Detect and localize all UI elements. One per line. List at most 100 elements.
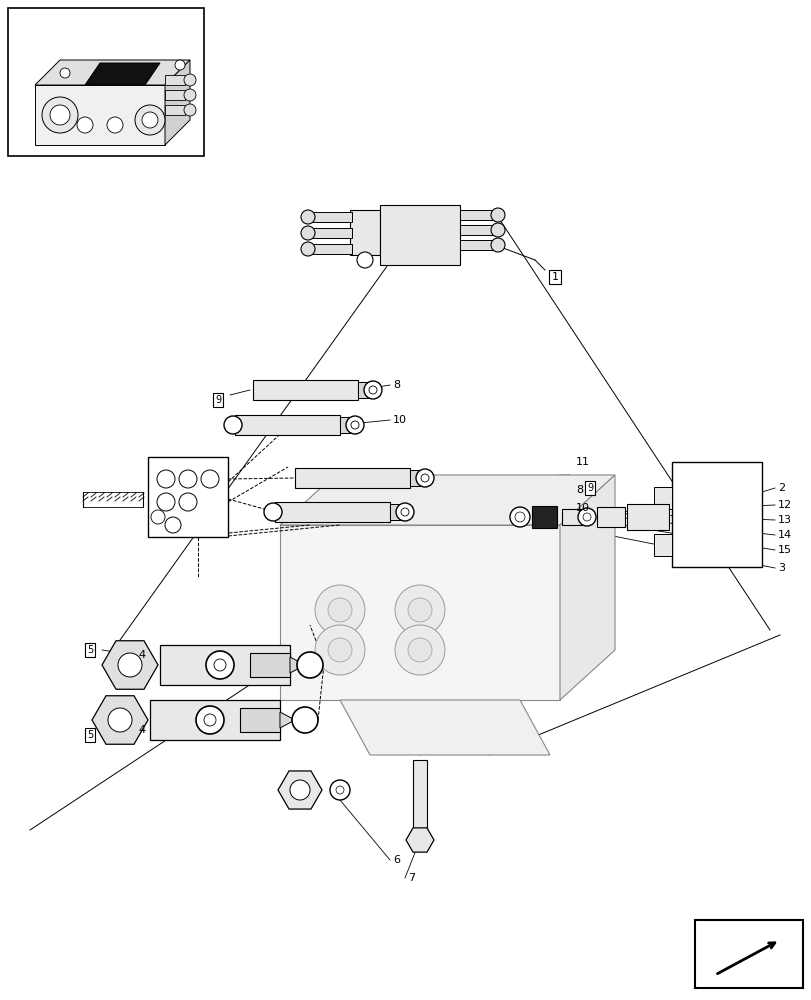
Bar bbox=[165, 75, 185, 85]
Circle shape bbox=[297, 652, 323, 678]
Text: 5: 5 bbox=[87, 730, 93, 740]
Circle shape bbox=[315, 585, 365, 635]
Circle shape bbox=[407, 638, 431, 662]
Circle shape bbox=[301, 210, 315, 224]
Circle shape bbox=[108, 708, 132, 732]
Polygon shape bbox=[280, 712, 294, 728]
Bar bbox=[310, 212, 351, 222]
Circle shape bbox=[118, 653, 142, 677]
Bar bbox=[240, 708, 280, 732]
Bar bbox=[380, 205, 460, 265]
Bar bbox=[561, 509, 583, 525]
Bar bbox=[460, 240, 495, 250]
Text: 10: 10 bbox=[575, 503, 590, 513]
Text: 10: 10 bbox=[393, 415, 406, 425]
Bar bbox=[694, 920, 802, 988]
Bar bbox=[460, 210, 495, 220]
Circle shape bbox=[184, 74, 195, 86]
Bar bbox=[672, 462, 761, 567]
Circle shape bbox=[328, 638, 351, 662]
Bar bbox=[596, 507, 624, 527]
Circle shape bbox=[214, 659, 225, 671]
Circle shape bbox=[396, 503, 414, 521]
Circle shape bbox=[368, 386, 376, 394]
Circle shape bbox=[204, 714, 216, 726]
Polygon shape bbox=[350, 210, 380, 255]
Polygon shape bbox=[85, 63, 160, 85]
Polygon shape bbox=[35, 60, 190, 85]
Bar bbox=[653, 487, 672, 509]
Text: 8: 8 bbox=[393, 380, 400, 390]
Circle shape bbox=[206, 651, 234, 679]
Circle shape bbox=[60, 68, 70, 78]
Circle shape bbox=[77, 117, 93, 133]
Polygon shape bbox=[280, 525, 560, 700]
Circle shape bbox=[394, 625, 444, 675]
Polygon shape bbox=[92, 696, 148, 744]
Bar bbox=[413, 760, 427, 840]
Circle shape bbox=[336, 786, 344, 794]
Circle shape bbox=[491, 223, 504, 237]
Circle shape bbox=[394, 585, 444, 635]
Circle shape bbox=[50, 105, 70, 125]
Circle shape bbox=[175, 60, 185, 70]
Text: 7: 7 bbox=[407, 873, 414, 883]
Text: 13: 13 bbox=[777, 515, 791, 525]
Circle shape bbox=[107, 117, 122, 133]
Circle shape bbox=[328, 598, 351, 622]
Circle shape bbox=[301, 226, 315, 240]
Polygon shape bbox=[406, 828, 433, 852]
Bar bbox=[250, 653, 290, 677]
Circle shape bbox=[315, 625, 365, 675]
Circle shape bbox=[577, 508, 595, 526]
Circle shape bbox=[290, 780, 310, 800]
Text: 12: 12 bbox=[777, 500, 792, 510]
Bar bbox=[410, 470, 424, 486]
Bar bbox=[253, 380, 358, 400]
Bar bbox=[460, 225, 495, 235]
Circle shape bbox=[135, 105, 165, 135]
Text: 4: 4 bbox=[138, 650, 145, 660]
Bar bbox=[148, 457, 228, 537]
Circle shape bbox=[509, 507, 530, 527]
Text: 14: 14 bbox=[777, 530, 792, 540]
Circle shape bbox=[329, 780, 350, 800]
Circle shape bbox=[514, 512, 525, 522]
Polygon shape bbox=[280, 475, 614, 525]
Circle shape bbox=[292, 707, 318, 733]
Circle shape bbox=[178, 470, 197, 488]
Circle shape bbox=[201, 470, 219, 488]
Circle shape bbox=[264, 503, 281, 521]
Circle shape bbox=[42, 97, 78, 133]
Bar bbox=[340, 417, 354, 433]
Circle shape bbox=[151, 510, 165, 524]
Circle shape bbox=[350, 421, 358, 429]
Text: 9: 9 bbox=[215, 395, 221, 405]
Bar bbox=[150, 700, 280, 740]
Bar bbox=[234, 415, 340, 435]
Polygon shape bbox=[531, 506, 556, 528]
Polygon shape bbox=[560, 475, 614, 700]
Circle shape bbox=[184, 89, 195, 101]
Bar bbox=[294, 468, 410, 488]
Circle shape bbox=[420, 474, 428, 482]
Circle shape bbox=[224, 416, 242, 434]
Bar bbox=[389, 504, 405, 520]
Circle shape bbox=[157, 470, 175, 488]
Circle shape bbox=[363, 381, 381, 399]
Text: 3: 3 bbox=[777, 563, 784, 573]
Polygon shape bbox=[290, 657, 305, 673]
Bar bbox=[653, 534, 672, 556]
Circle shape bbox=[401, 508, 409, 516]
Circle shape bbox=[178, 493, 197, 511]
Bar bbox=[165, 105, 185, 115]
Circle shape bbox=[491, 208, 504, 222]
Circle shape bbox=[415, 469, 433, 487]
Text: 2: 2 bbox=[777, 483, 784, 493]
Bar bbox=[160, 645, 290, 685]
Text: 4: 4 bbox=[138, 725, 145, 735]
Circle shape bbox=[407, 598, 431, 622]
Circle shape bbox=[195, 706, 224, 734]
Text: 11: 11 bbox=[575, 457, 590, 467]
Circle shape bbox=[582, 513, 590, 521]
